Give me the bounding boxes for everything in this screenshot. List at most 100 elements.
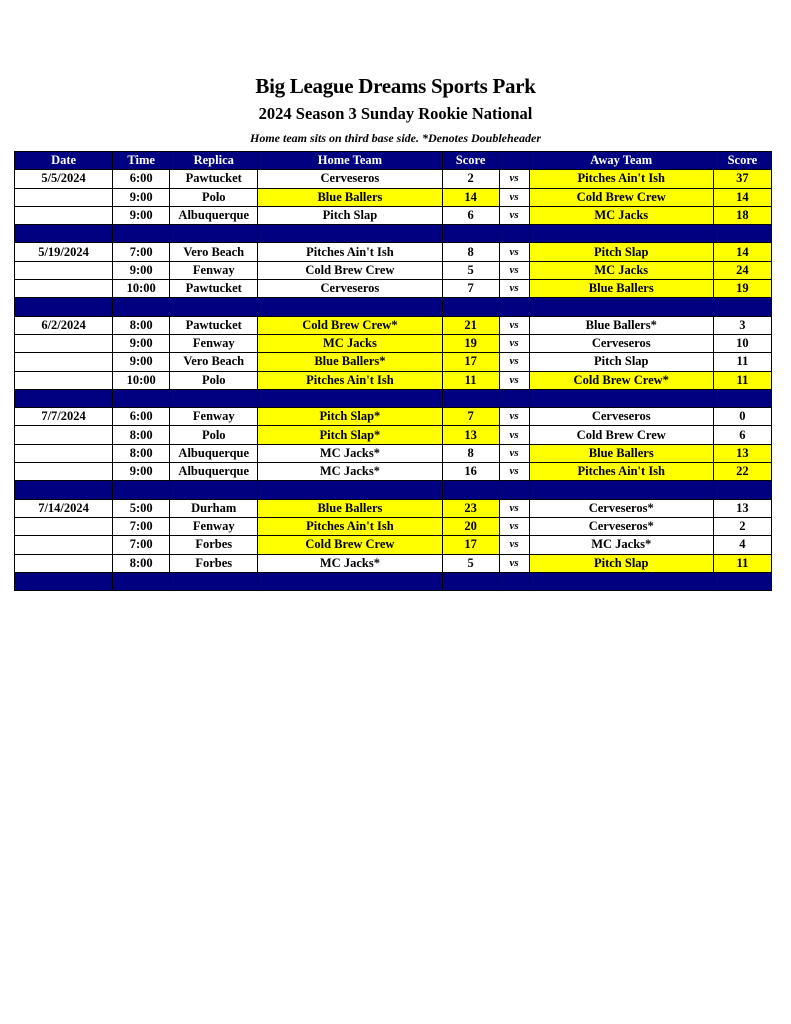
home-score-cell: 6 (441, 205, 500, 226)
home-team-cell: MC Jacks* (257, 553, 443, 573)
replica-cell: Fenway (169, 516, 259, 537)
column-header-home-team: Home Team (257, 150, 443, 171)
doubleheader-note: Home team sits on third base side. *Deno… (250, 131, 541, 145)
replica-cell: Albuquerque (169, 443, 259, 464)
separator-cell (13, 480, 114, 500)
away-score-cell: 14 (712, 187, 773, 207)
home-team-cell: MC Jacks (257, 333, 443, 354)
away-team-cell: MC Jacks* (528, 535, 714, 555)
replica-cell: Pawtucket (169, 315, 259, 335)
time-cell: 10:00 (112, 370, 171, 390)
separator-cell (441, 224, 500, 244)
game-row: 7/14/2024 5:00 Durham Blue Ballers 23 vs Cerve… (13, 498, 773, 518)
vs-label: vs (498, 535, 530, 555)
date-cell (13, 279, 114, 299)
time-cell: 9:00 (112, 260, 171, 281)
vs-label: vs (498, 370, 530, 390)
away-score-cell: 19 (712, 279, 773, 299)
column-header-away-score: Score (712, 150, 773, 171)
vs-label: vs (498, 425, 530, 445)
away-score-cell: 24 (712, 260, 773, 281)
game-row: 9:00 Fenway Cold Brew Crew 5 vs MC Jacks 24 (13, 260, 773, 281)
replica-cell: Fenway (169, 407, 259, 427)
game-row: 7:00 Fenway Pitches Ain't Ish 20 vs Cervesero… (13, 516, 773, 537)
separator-row (13, 224, 773, 244)
separator-cell (257, 388, 443, 409)
away-team-cell: Pitches Ain't Ish (528, 169, 714, 189)
away-score-cell: 4 (712, 535, 773, 555)
separator-cell (112, 224, 171, 244)
replica-cell: Vero Beach (169, 242, 259, 262)
home-team-cell: Pitches Ain't Ish (257, 242, 443, 262)
home-score-cell: 19 (441, 333, 500, 354)
away-team-cell: Pitch Slap (528, 242, 714, 262)
away-team-cell: Cerveseros (528, 407, 714, 427)
replica-cell: Albuquerque (169, 462, 259, 482)
game-row: 9:00 Albuquerque Pitch Slap 6 vs MC Jacks 18 (13, 205, 773, 226)
away-team-cell: Blue Ballers* (528, 315, 714, 335)
away-team-cell: MC Jacks (528, 260, 714, 281)
time-cell: 9:00 (112, 205, 171, 226)
date-cell: 7/7/2024 (13, 407, 114, 427)
away-team-cell: Pitch Slap (528, 352, 714, 372)
date-cell (13, 352, 114, 372)
separator-cell (257, 297, 443, 317)
column-header-home-score: Score (441, 150, 500, 171)
page-title: Big League Dreams Sports Park (255, 74, 536, 98)
time-cell: 7:00 (112, 242, 171, 262)
date-cell (13, 535, 114, 555)
separator-row (13, 571, 773, 592)
time-cell: 7:00 (112, 516, 171, 537)
vs-label: vs (498, 407, 530, 427)
game-row: 5/5/2024 6:00 Pawtucket Cerveseros 2 vs Pitche… (13, 169, 773, 189)
game-row: 8:00 Polo Pitch Slap* 13 vs Cold Brew Crew 6 (13, 425, 773, 445)
date-cell (13, 187, 114, 207)
home-score-cell: 7 (441, 279, 500, 299)
replica-cell: Fenway (169, 333, 259, 354)
replica-cell: Forbes (169, 535, 259, 555)
header-row: Date Time Replica Home Team Score Away Team Sc… (13, 150, 773, 171)
date-cell (13, 205, 114, 226)
home-team-cell: Cold Brew Crew* (257, 315, 443, 335)
time-cell: 10:00 (112, 279, 171, 299)
time-cell: 6:00 (112, 169, 171, 189)
vs-label: vs (498, 443, 530, 464)
away-score-cell: 10 (712, 333, 773, 354)
date-cell (13, 443, 114, 464)
home-team-cell: Blue Ballers (257, 498, 443, 518)
home-score-cell: 16 (441, 462, 500, 482)
replica-cell: Polo (169, 187, 259, 207)
away-score-cell: 11 (712, 352, 773, 372)
replica-cell: Polo (169, 370, 259, 390)
separator-row (13, 297, 773, 317)
separator-cell (528, 480, 714, 500)
game-row: 10:00 Polo Pitches Ain't Ish 11 vs Cold Brew … (13, 370, 773, 390)
column-header-away-team: Away Team (528, 150, 714, 171)
vs-label: vs (498, 516, 530, 537)
home-team-cell: Blue Ballers* (257, 352, 443, 372)
home-score-cell: 11 (441, 370, 500, 390)
away-team-cell: MC Jacks (528, 205, 714, 226)
replica-cell: Pawtucket (169, 279, 259, 299)
away-team-cell: Cerveseros (528, 333, 714, 354)
separator-row (13, 480, 773, 500)
schedule-table: Date Time Replica Home Team Score Away Team Sc… (13, 150, 773, 592)
home-score-cell: 21 (441, 315, 500, 335)
time-cell: 9:00 (112, 187, 171, 207)
separator-cell (498, 388, 530, 409)
separator-cell (112, 480, 171, 500)
home-team-cell: Cerveseros (257, 279, 443, 299)
date-cell (13, 425, 114, 445)
replica-cell: Pawtucket (169, 169, 259, 189)
away-score-cell: 11 (712, 370, 773, 390)
vs-label: vs (498, 553, 530, 573)
replica-cell: Polo (169, 425, 259, 445)
replica-cell: Fenway (169, 260, 259, 281)
home-score-cell: 5 (441, 553, 500, 573)
away-team-cell: Pitches Ain't Ish (528, 462, 714, 482)
game-row: 7:00 Forbes Cold Brew Crew 17 vs MC Jacks* 4 (13, 535, 773, 555)
game-row: 9:00 Polo Blue Ballers 14 vs Cold Brew Crew 14 (13, 187, 773, 207)
home-score-cell: 8 (441, 443, 500, 464)
column-header-vs (498, 150, 530, 171)
separator-row (13, 388, 773, 409)
